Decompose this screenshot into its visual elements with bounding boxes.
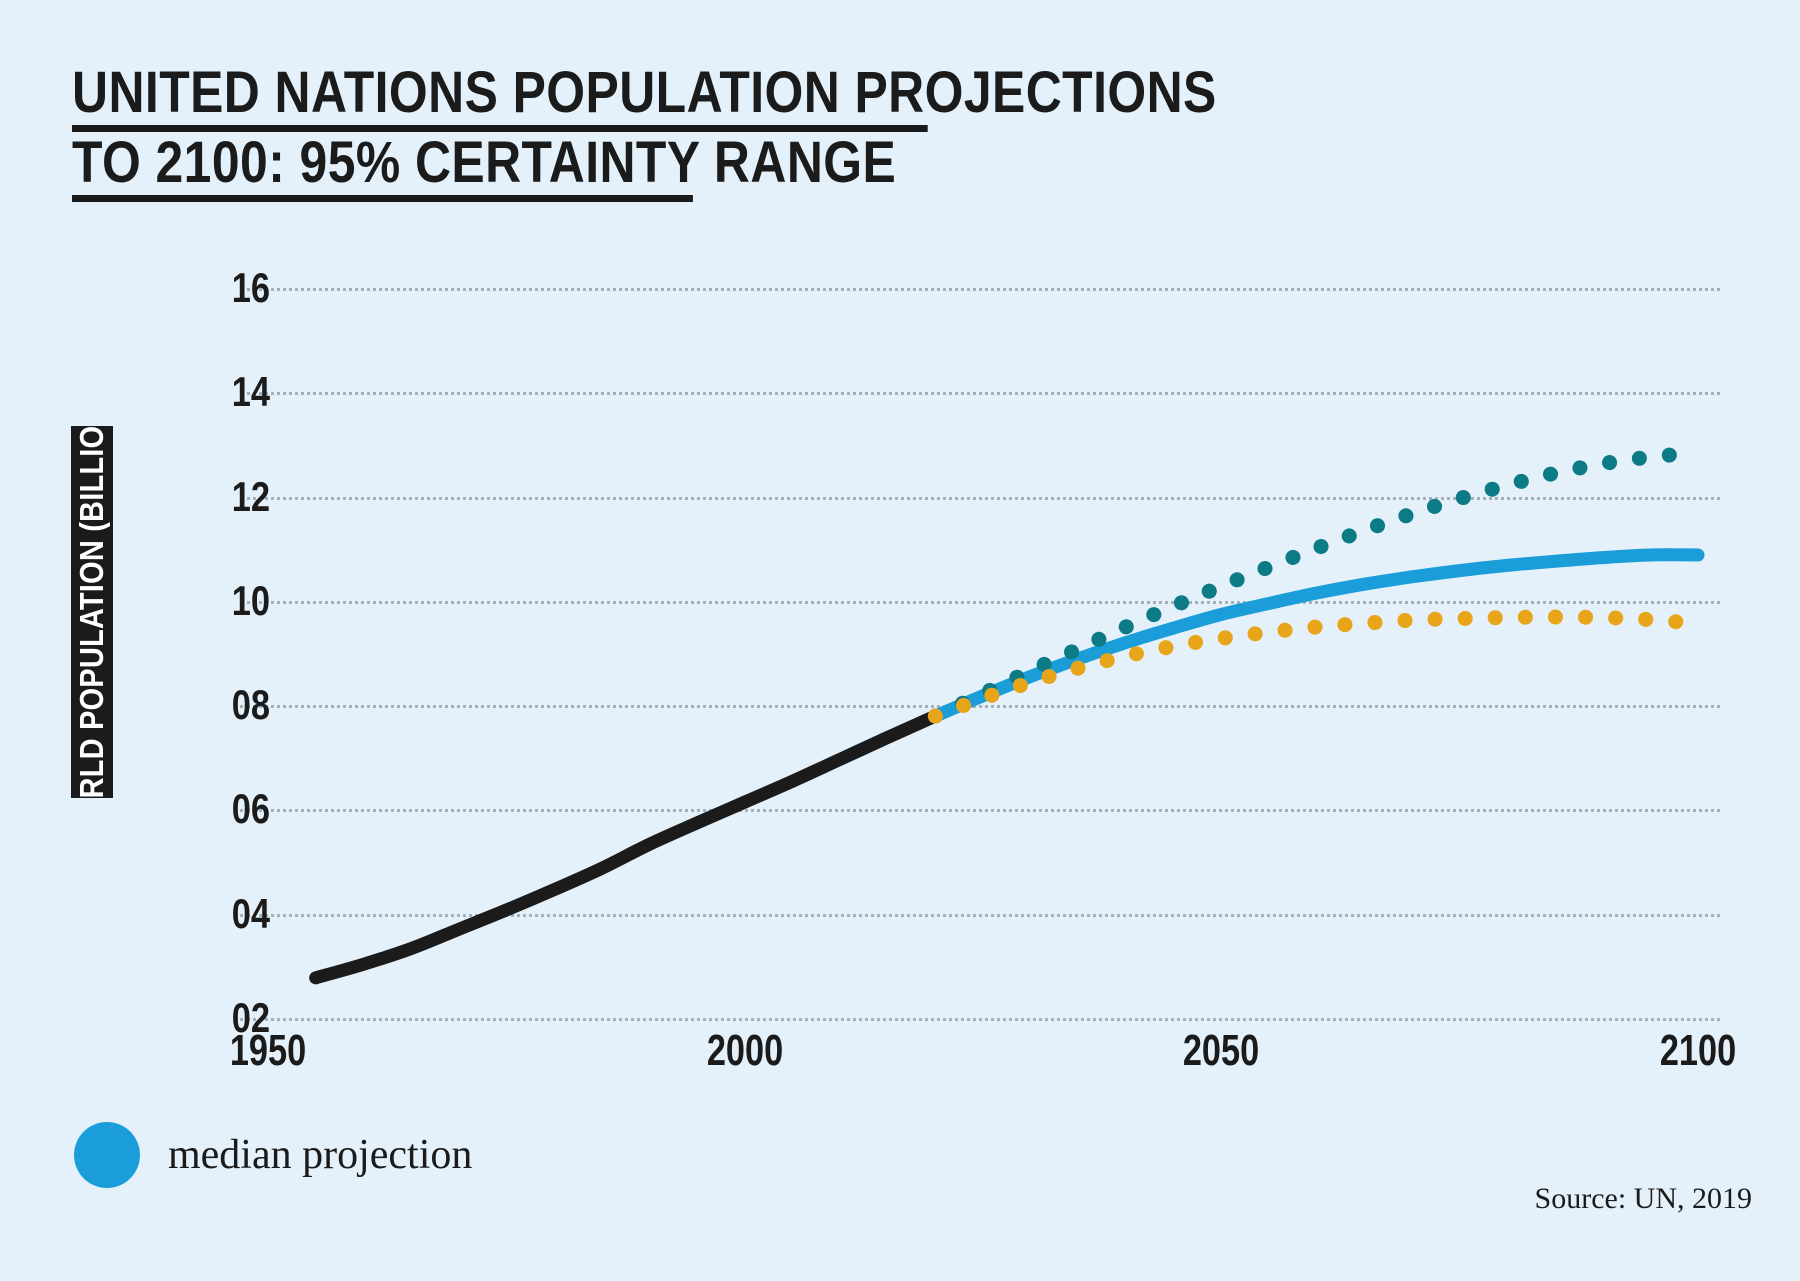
x-axis-tick-2050: 2050 xyxy=(1183,1026,1260,1075)
gridline-04 xyxy=(240,913,1720,917)
x-axis-tick-1950: 1950 xyxy=(229,1026,307,1075)
y-axis-tick-14: 14 xyxy=(231,368,270,416)
gridline-06 xyxy=(240,809,1720,813)
y-axis-tick-08: 08 xyxy=(231,681,270,729)
y-axis-tick-16: 16 xyxy=(231,264,270,311)
y-axis-tick-04: 04 xyxy=(231,889,270,937)
legend-label-median-projection: median projection xyxy=(168,1132,473,1178)
title-line-2: TO 2100: 95% CERTAINTY RANGE xyxy=(72,132,1018,202)
title-line-1: UNITED NATIONS POPULATION PROJECTIONS xyxy=(72,62,1216,132)
chart-legend: median projection xyxy=(74,1122,472,1188)
source-note: Source: UN, 2019 xyxy=(1534,1182,1752,1215)
y-axis-tick-02: 02 xyxy=(231,994,270,1041)
page-title: UNITED NATIONS POPULATION PROJECTIONS TO… xyxy=(72,62,1216,202)
gridline-08 xyxy=(240,705,1720,709)
x-axis-tick-2100: 2100 xyxy=(1659,1026,1737,1075)
y-axis-tick-12: 12 xyxy=(231,472,270,520)
x-axis-tick-2000: 2000 xyxy=(706,1026,783,1075)
legend-swatch-median-projection xyxy=(74,1122,140,1188)
y-axis-title: WORLD POPULATION (BILLIONS) xyxy=(71,426,113,798)
y-axis-tick-10: 10 xyxy=(231,576,270,624)
gridline-16 xyxy=(240,288,1720,291)
gridline-14 xyxy=(240,392,1720,396)
gridline-12 xyxy=(240,496,1720,500)
gridline-02 xyxy=(240,1018,1720,1021)
gridline-10 xyxy=(240,600,1720,604)
chart-plot-area xyxy=(240,288,1720,1021)
y-axis-title-label: WORLD POPULATION (BILLIONS) xyxy=(73,426,110,798)
y-axis-tick-06: 06 xyxy=(231,785,270,833)
